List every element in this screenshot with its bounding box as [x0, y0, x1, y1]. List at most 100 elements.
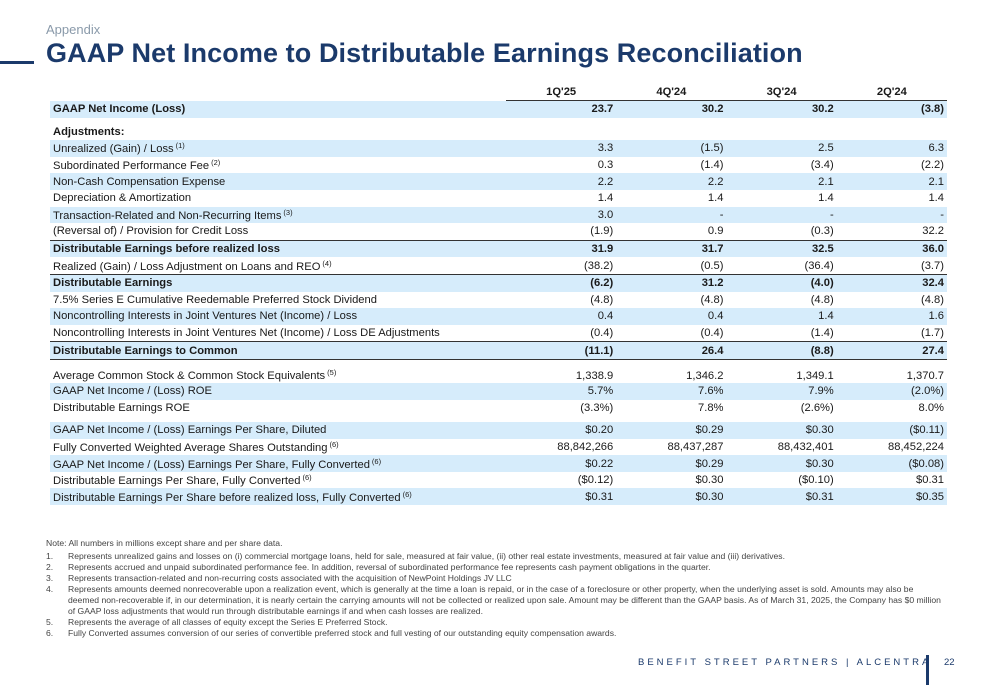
table-row: Fully Converted Weighted Average Shares …	[50, 439, 947, 456]
value-cell: 7.8%	[697, 401, 724, 414]
value-cell: 30.2	[616, 100, 727, 118]
value-cell: 31.7	[616, 239, 727, 258]
row-label-text: Depreciation & Amortization	[53, 192, 192, 205]
footnote-ref: (6)	[329, 439, 339, 449]
value-cell: 36.0	[836, 239, 947, 258]
footnote: 5. Represents the average of all classes …	[46, 617, 946, 628]
column-header: 1Q'25	[506, 84, 617, 101]
value-cell: ($0.12)	[577, 474, 614, 487]
value-cell: (3.8)	[836, 100, 947, 118]
table-row: Noncontrolling Interests in Joint Ventur…	[50, 325, 947, 342]
value-cell	[837, 124, 947, 141]
row-label-text: Noncontrolling Interests in Joint Ventur…	[53, 310, 358, 323]
footnotes: Note: All numbers in millions except sha…	[46, 538, 946, 639]
footnote-text: Represents unrealized gains and losses o…	[68, 551, 785, 561]
header-blank-cell	[50, 84, 506, 101]
footnote-ref: (6)	[302, 473, 312, 483]
footer-brand: BENEFIT STREET PARTNERS | ALCENTRA	[638, 657, 932, 668]
footnote: 1. Represents unrealized gains and losses…	[46, 551, 946, 562]
value-cell: $0.30	[616, 488, 727, 506]
table-row: Noncontrolling Interests in Joint Ventur…	[50, 308, 947, 325]
value-cell: $0.22	[506, 455, 617, 472]
value-cell: (11.1)	[506, 341, 617, 360]
value-cell: 1.4	[928, 192, 944, 205]
value-cell: 32.2	[922, 225, 944, 238]
footnote: 4. Represents amounts deemed nonrecoverab…	[46, 584, 946, 617]
value-cell: (1.4)	[700, 159, 724, 172]
row-label-text: Adjustments:	[53, 125, 125, 138]
value-cell: ($0.08)	[836, 455, 947, 472]
row-label: Noncontrolling Interests in Joint Ventur…	[50, 308, 507, 325]
value-cell: 3.0	[506, 206, 617, 224]
title-accent-bar	[0, 61, 34, 64]
value-cell: 6.3	[836, 140, 947, 157]
footnote-number: 6.	[46, 628, 54, 638]
value-cell: 26.4	[616, 341, 727, 360]
value-cell: -	[726, 206, 837, 224]
value-cell: (36.4)	[804, 259, 834, 272]
row-label-text: Transaction-Related and Non-Recurring It…	[53, 209, 282, 222]
value-cell: $0.31	[726, 488, 837, 506]
value-cell: 0.3	[597, 159, 614, 172]
footnote-ref: (1)	[175, 141, 185, 151]
value-cell: 23.7	[506, 100, 617, 118]
value-cell: 2.1	[726, 173, 837, 190]
page-title: GAAP Net Income to Distributable Earning…	[46, 38, 803, 68]
value-cell: (38.2)	[584, 259, 614, 272]
footnote-ref: (2)	[211, 158, 221, 168]
footnote-text: Represents accrued and unpaid subordinat…	[68, 562, 711, 572]
footnote-ref: (4)	[322, 258, 332, 268]
value-cell: $0.30	[726, 455, 837, 472]
value-cell: 31.9	[506, 239, 617, 258]
footnote: 6. Fully Converted assumes conversion of …	[46, 628, 946, 639]
value-cell: (0.3)	[810, 225, 834, 238]
value-cell: 88,437,287	[667, 440, 724, 453]
value-cell: 7.9%	[726, 382, 837, 400]
footnote-number: 1.	[46, 551, 54, 561]
row-label: Noncontrolling Interests in Joint Ventur…	[50, 325, 506, 342]
table-row: GAAP Net Income / (Loss) ROE 5.7% 7.6% 7.9%…	[50, 382, 947, 400]
row-label: Distributable Earnings ROE	[50, 400, 506, 417]
row-label: Adjustments:	[50, 124, 506, 141]
footnote-ref: (5)	[327, 367, 337, 377]
value-cell: 2.1	[836, 173, 947, 190]
value-cell: 1.4	[597, 192, 614, 205]
table-row: Depreciation & Amortization 1.4 1.4 1.4 1.4	[50, 190, 947, 207]
footnote-number: 5.	[46, 617, 54, 627]
value-cell: (1.5)	[616, 140, 727, 157]
row-label: Non-Cash Compensation Expense	[50, 173, 507, 190]
value-cell: (0.4)	[590, 327, 614, 340]
row-label-text: Distributable Earnings ROE	[53, 401, 190, 414]
value-cell: (0.4)	[700, 327, 724, 340]
row-label: Distributable Earnings before realized l…	[50, 239, 507, 258]
value-cell: 1,346.2	[686, 369, 724, 382]
value-cell: -	[836, 206, 947, 224]
footer-accent-bar	[926, 655, 929, 685]
row-label: Fully Converted Weighted Average Shares …	[50, 439, 506, 456]
value-cell: 32.4	[836, 273, 947, 292]
value-cell: 1.6	[836, 308, 947, 325]
value-cell: 30.2	[726, 100, 837, 118]
table-row: Distributable Earnings ROE (3.3%) 7.8% (2.6…	[50, 400, 947, 417]
value-cell: (6.2)	[506, 273, 617, 292]
value-cell: (4.0)	[726, 273, 837, 292]
table-row: Subordinated Performance Fee (2) 0.3 (1.4) (…	[50, 157, 947, 174]
column-header: 2Q'24	[836, 84, 947, 101]
value-cell	[506, 124, 616, 141]
footnote-ref: (3)	[283, 207, 293, 217]
row-label-text: Unrealized (Gain) / Loss	[53, 143, 174, 156]
value-cell: $0.31	[506, 488, 617, 506]
row-label: Subordinated Performance Fee (2)	[50, 157, 506, 174]
value-cell: -	[616, 206, 727, 224]
value-cell: 3.3	[506, 140, 617, 157]
value-cell: 27.4	[836, 341, 947, 360]
value-cell	[726, 124, 836, 141]
row-label: GAAP Net Income (Loss)	[50, 100, 507, 118]
table-row: Unrealized (Gain) / Loss (1) 3.3 (1.5) 2.5 6.…	[50, 140, 947, 157]
value-cell: $0.20	[506, 422, 617, 439]
footnote-text: Fully Converted assumes conversion of ou…	[68, 628, 617, 638]
table-row: Distributable Earnings (6.2) 31.2 (4.0) 32.4	[50, 273, 947, 292]
row-label-text: Non-Cash Compensation Expense	[53, 175, 226, 188]
row-label-text: Distributable Earnings Per Share, Fully …	[53, 475, 301, 488]
value-cell: (4.8)	[590, 293, 614, 306]
